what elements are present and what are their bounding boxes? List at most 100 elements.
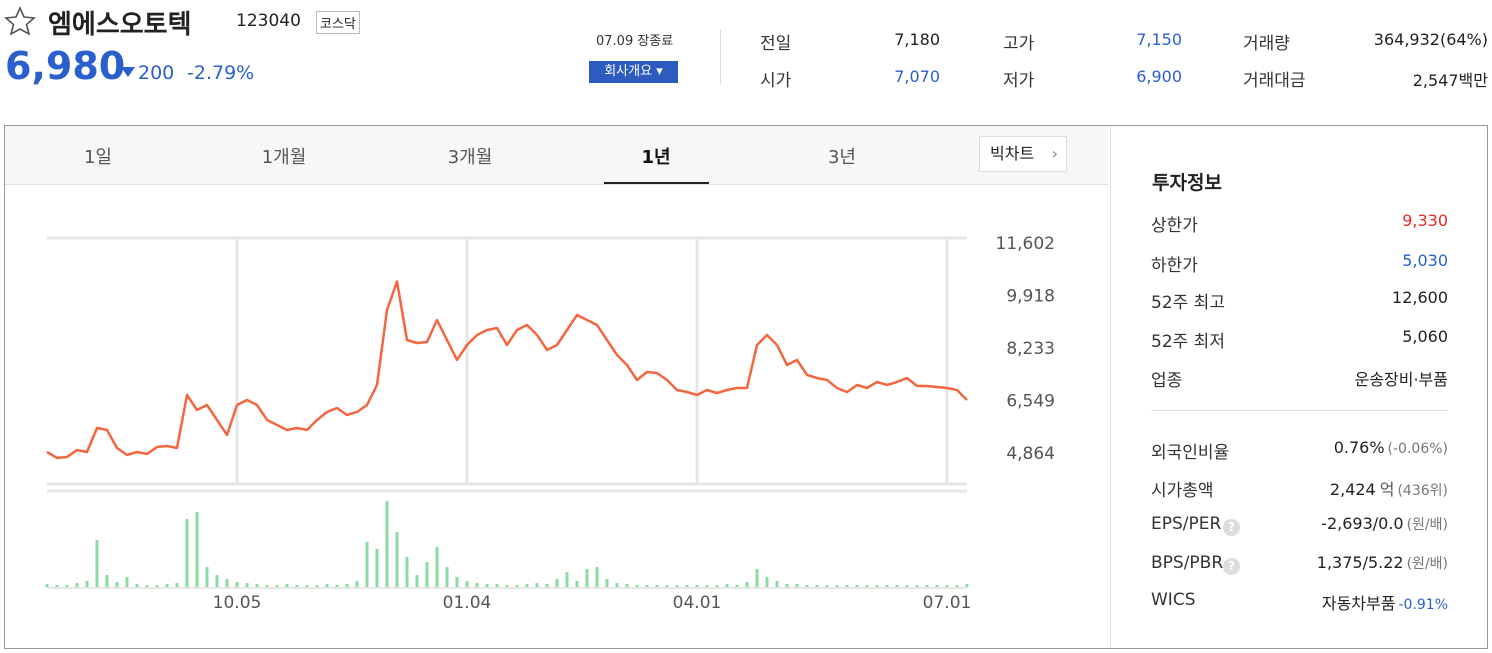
volume-bar — [475, 583, 479, 587]
summary-unit: 백만 — [1458, 71, 1488, 90]
volume-bar — [415, 575, 419, 587]
volume-bar — [605, 579, 609, 587]
summary-value: 7,180 — [894, 30, 940, 49]
summary-label: 거래대금 — [1243, 71, 1306, 91]
x-tick-label: 04.01 — [673, 593, 722, 613]
summary-value: 7,070 — [894, 67, 940, 86]
info-value: 1,375/5.22 (원/배) — [1317, 553, 1448, 573]
y-tick-label: 11,602 — [996, 234, 1055, 254]
invest-panel — [1110, 126, 1488, 648]
volume-bar — [405, 557, 409, 587]
y-tick-label: 9,918 — [1006, 287, 1055, 307]
volume-bar — [575, 581, 579, 587]
volume-bar — [115, 582, 119, 587]
info-value: 자동차부품 -0.91% — [1322, 590, 1448, 614]
company-button[interactable]: 회사개요 ▾ — [589, 61, 678, 83]
volume-bar — [695, 585, 699, 587]
volume-bar — [515, 585, 519, 587]
info-label: 업종 — [1151, 371, 1183, 391]
price-line — [46, 280, 968, 460]
summary-label: 고가 — [1003, 34, 1035, 54]
summary-value: 7,150 — [1136, 30, 1182, 49]
volume-bar — [145, 585, 149, 587]
tab[interactable]: 3개월 — [447, 147, 493, 168]
volume-bar — [395, 532, 399, 587]
summary-label: 거래량 — [1243, 34, 1290, 54]
summary-value: 2,547백만 — [1413, 67, 1488, 91]
help-icon[interactable]: ? — [1223, 558, 1240, 575]
market-badge: 코스닥 — [316, 11, 360, 34]
volume-bar — [105, 575, 109, 587]
tab[interactable]: 1년 — [641, 147, 671, 168]
volume-bar — [295, 585, 299, 587]
info-label: BPS/PBR — [1151, 553, 1224, 573]
volume-bar — [885, 585, 889, 587]
tab[interactable]: 1개월 — [261, 147, 307, 168]
info-sub: (436위) — [1397, 483, 1448, 499]
volume-bar — [595, 567, 599, 587]
x-tick-label: 07.01 — [923, 593, 972, 613]
volume-bar — [715, 585, 719, 587]
volume-bar — [635, 585, 639, 587]
change-rate: -2.79% — [187, 62, 255, 84]
volume-bar — [945, 585, 949, 587]
volume-bar — [45, 584, 49, 587]
volume-bar — [935, 585, 939, 587]
volume-bar — [235, 582, 239, 587]
volume-bar — [75, 583, 79, 587]
summary-label: 전일 — [760, 34, 792, 54]
volume-bar — [735, 585, 739, 587]
panel-title: 투자정보 — [1152, 172, 1222, 194]
info-sub: (원/배) — [1406, 556, 1448, 572]
volume-bar — [895, 585, 899, 587]
volume-bar — [165, 584, 169, 587]
volume-bar — [485, 584, 489, 587]
volume-bar — [445, 567, 449, 587]
volume-bar — [525, 584, 529, 587]
tab[interactable]: 3년 — [827, 147, 856, 168]
info-value: 9,330 — [1402, 211, 1448, 230]
volume-bar — [795, 584, 799, 587]
volume-bar — [955, 585, 959, 587]
summary-value-number: 7,070 — [894, 67, 940, 86]
info-value-main: 1,375/5.22 — [1316, 553, 1404, 572]
volume-bar — [655, 585, 659, 587]
tab[interactable]: 1일 — [83, 147, 112, 168]
summary-value-number: 6,900 — [1136, 67, 1182, 86]
big-chart-button[interactable]: 빅차트 › — [979, 136, 1067, 172]
volume-bar — [195, 512, 199, 587]
volume-bar — [85, 581, 89, 587]
volume-bar — [245, 583, 249, 587]
volume-bar — [815, 585, 819, 587]
volume-bar — [265, 585, 269, 587]
info-value: 12,600 — [1392, 288, 1448, 307]
volume-bar — [725, 584, 729, 587]
volume-bar — [465, 581, 469, 587]
help-icon[interactable]: ? — [1223, 519, 1240, 536]
volume-bar — [765, 577, 769, 587]
volume-bar — [275, 585, 279, 587]
info-sub: -0.91% — [1398, 597, 1448, 613]
favorite-star[interactable] — [4, 6, 36, 36]
info-value: 5,060 — [1402, 327, 1448, 346]
volume-bar — [215, 575, 219, 587]
volume-bar — [175, 583, 179, 587]
info-sub: (원/배) — [1406, 517, 1448, 533]
volume-bar — [645, 585, 649, 587]
info-value: 운송장비·부품 — [1354, 370, 1448, 389]
stock-name: 엠에스오토텍 — [48, 10, 192, 40]
volume-bar — [335, 585, 339, 587]
volume-bar — [965, 584, 969, 587]
volume-bar — [675, 585, 679, 587]
x-tick-label: 10.05 — [213, 593, 262, 613]
volume-bar — [865, 585, 869, 587]
volume-bar — [315, 585, 319, 587]
volume-bar — [125, 577, 129, 587]
down-arrow — [121, 67, 135, 77]
volume-bar — [845, 585, 849, 587]
volume-bar — [425, 562, 429, 587]
volume-bar — [345, 584, 349, 587]
volume-bar — [925, 585, 929, 587]
volume-bar — [915, 585, 919, 587]
